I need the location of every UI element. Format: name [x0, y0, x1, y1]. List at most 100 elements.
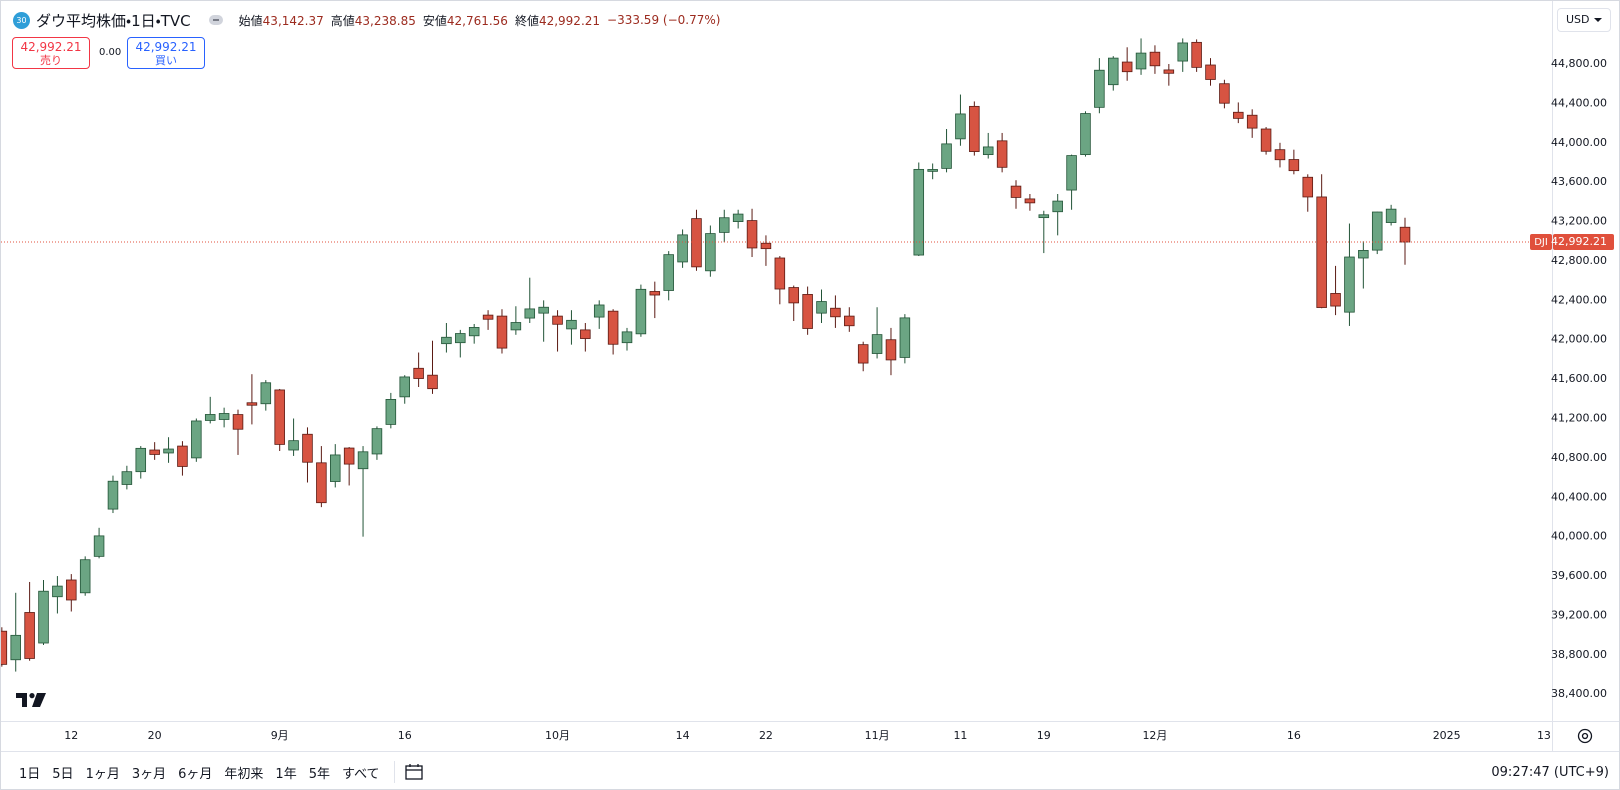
candle-body	[1, 630, 8, 665]
symbol-tag	[1530, 234, 1552, 251]
x-tick-label: 2025	[1433, 729, 1461, 742]
candle-body	[830, 307, 841, 318]
candle-body	[844, 315, 855, 327]
sell-label: 売り	[40, 54, 62, 67]
candle-body	[746, 220, 758, 249]
candle-body	[121, 471, 133, 485]
y-tick-label: 42,400.00	[1551, 293, 1607, 306]
last-price-tag	[1553, 234, 1614, 251]
candle-body	[1371, 211, 1383, 251]
candle-body	[982, 146, 994, 156]
ohlc-value: 43,142.37	[262, 13, 324, 28]
candle-body	[482, 314, 494, 320]
candle-body	[524, 308, 536, 319]
x-tick-label: 19	[1037, 729, 1051, 742]
candle-body	[538, 306, 549, 314]
candle-body	[635, 288, 647, 335]
y-tick-label: 38,400.00	[1551, 687, 1607, 700]
candle-body	[1330, 293, 1341, 307]
candle-body	[1260, 128, 1272, 152]
tradingview-logo	[16, 693, 46, 707]
candle-body	[496, 315, 508, 349]
range-button[interactable]: 1日	[19, 766, 41, 782]
candle-body	[24, 612, 35, 659]
settings-icon[interactable]	[1577, 728, 1593, 744]
candle-body	[93, 535, 105, 557]
range-button[interactable]: 1年	[275, 766, 297, 782]
candle-body	[1149, 51, 1161, 67]
candle-body	[343, 447, 355, 465]
candle-body	[1038, 214, 1050, 219]
y-tick-label: 38,800.00	[1551, 648, 1607, 661]
candle-body	[857, 344, 869, 364]
candle-body	[1080, 113, 1091, 156]
candle-body	[1274, 149, 1286, 161]
x-tick-label: 20	[148, 729, 162, 742]
y-tick-label: 41,600.00	[1551, 372, 1607, 385]
chart: 38,400.00 38,800.00 39,200.00 39,600.00 40,0…	[1, 1, 1619, 751]
candle-body	[204, 414, 216, 421]
candle-body	[1344, 256, 1355, 313]
y-tick-label: 44,000.00	[1551, 136, 1607, 149]
candle-body	[468, 327, 480, 337]
header: 30 ダウ平均株価・1日・TVC 始値43,142.37 高値43,238.85…	[13, 9, 720, 31]
candle-body	[899, 317, 911, 358]
candle-body	[691, 218, 702, 268]
candle-body	[969, 105, 980, 152]
candle-body	[1094, 69, 1105, 108]
range-button[interactable]: 5日	[52, 766, 74, 782]
y-tick-label: 39,600.00	[1551, 569, 1607, 582]
candle-body	[455, 333, 466, 344]
candle-body	[329, 454, 341, 482]
candle-body	[1219, 83, 1230, 104]
candle-body	[316, 462, 327, 504]
sell-button[interactable]: 42,992.21 売り	[12, 37, 90, 69]
ohlc-item: 始値43,142.37	[239, 12, 324, 29]
range-button[interactable]: すべて	[341, 766, 380, 782]
candle-body	[441, 336, 452, 345]
candle-body	[52, 585, 63, 598]
candle-body	[177, 445, 188, 467]
candle-body	[1246, 114, 1258, 129]
candle-body	[1316, 196, 1327, 308]
candle-body	[1135, 52, 1147, 70]
candle-body	[1385, 208, 1397, 223]
candle-body	[802, 294, 813, 329]
symbol-title[interactable]: ダウ平均株価・1日・TVC	[36, 11, 191, 30]
candle-body	[107, 480, 119, 510]
symbol-badge: 30	[13, 11, 30, 29]
y-tick-label: 40,000.00	[1551, 530, 1607, 543]
y-tick-label: 42,800.00	[1551, 254, 1607, 267]
candle-body	[385, 399, 397, 425]
range-button[interactable]: 3ヶ月	[131, 766, 167, 782]
buy-price: 42,992.21	[135, 40, 197, 54]
candle-body	[621, 331, 633, 344]
ohlc-label: 高値	[330, 13, 355, 28]
buy-button[interactable]: 42,992.21 買い	[127, 37, 205, 69]
range-button[interactable]: 1ヶ月	[85, 766, 120, 782]
candle-body	[788, 287, 799, 304]
candle-body	[1233, 111, 1244, 119]
clock[interactable]: 09:27:47 (UTC+9)	[1491, 764, 1609, 780]
candle-body	[552, 315, 563, 325]
candle-body	[135, 447, 147, 473]
candle-body	[274, 389, 285, 445]
plot-area	[1, 38, 1552, 672]
y-tick-label: 44,800.00	[1551, 57, 1607, 70]
range-button[interactable]: 5年	[308, 766, 330, 782]
visibility-toggle[interactable]	[208, 15, 223, 25]
range-button[interactable]: 年初来	[224, 766, 264, 782]
currency-select[interactable]: USD	[1557, 8, 1611, 32]
candle-body	[232, 414, 244, 430]
calendar-icon[interactable]	[403, 762, 425, 782]
x-tick-label: 13	[1537, 729, 1551, 742]
candle-body	[1399, 226, 1411, 243]
candle-body	[607, 310, 619, 345]
ohlc-value: 42,992.21	[538, 13, 601, 28]
x-tick-label: 14	[676, 729, 690, 742]
axes: 38,400.00 38,800.00 39,200.00 39,600.00 40,0…	[64, 57, 1614, 742]
candle-body	[719, 217, 730, 233]
candle-body	[510, 322, 522, 331]
candle-body	[66, 579, 77, 601]
range-button[interactable]: 6ヶ月	[178, 766, 213, 782]
